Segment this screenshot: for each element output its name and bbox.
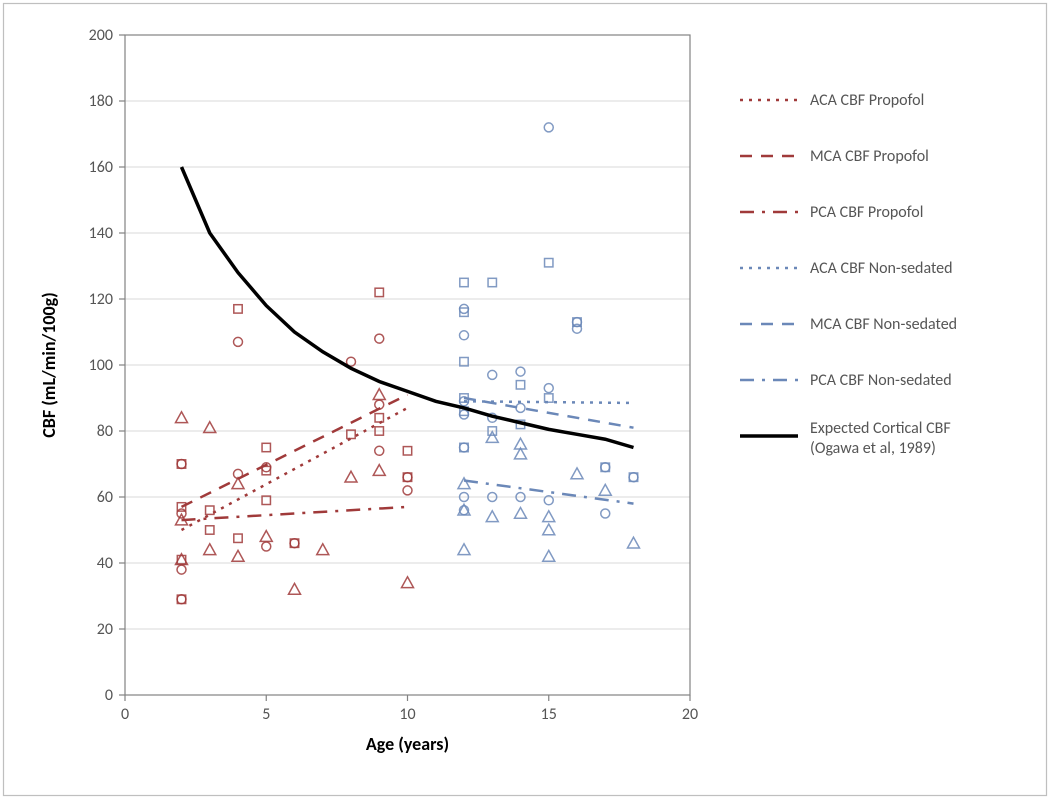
legend-label: PCA CBF Non-sedated [810,371,952,390]
x-tick-label: 20 [682,705,698,724]
legend-label: ACA CBF Propofol [810,91,924,110]
y-tick-label: 40 [97,554,113,573]
y-tick-label: 60 [97,488,113,507]
x-tick-label: 15 [541,705,557,724]
legend-label: MCA CBF Propofol [810,147,929,166]
scatter-line-chart: 0 20 40 60 80 100 120 140 160 180 200 0 5 10 15 20 Age (… [0,0,1050,799]
y-tick-label: 80 [97,422,113,441]
x-axis-title: Age (years) [366,733,449,755]
legend-label: PCA CBF Propofol [810,203,923,222]
y-tick-label: 160 [89,158,113,177]
chart-container: 0 20 40 60 80 100 120 140 160 180 200 0 5 10 15 20 Age (… [0,0,1050,799]
y-tick-label: 180 [89,92,113,111]
y-tick-label: 0 [105,686,113,705]
y-tick-label: 100 [89,356,113,375]
x-tick-label: 0 [121,705,129,724]
legend: ACA CBF Propofol MCA CBF Propofol PCA CBF … [740,91,957,458]
y-tick-label: 20 [97,620,113,639]
legend-label: Expected Cortical CBF [810,419,951,438]
legend-label: MCA CBF Non-sedated [810,315,957,334]
x-tick-label: 5 [262,705,270,724]
legend-label: (Ogawa et al, 1989) [810,439,936,458]
legend-label: ACA CBF Non-sedated [810,259,953,278]
x-tick-label: 10 [399,705,415,724]
y-tick-label: 200 [89,26,113,45]
y-tick-label: 140 [89,224,113,243]
plot-area [125,35,690,695]
y-axis-title: CBF (mL/min/100g) [38,292,60,438]
y-tick-label: 120 [89,290,113,309]
